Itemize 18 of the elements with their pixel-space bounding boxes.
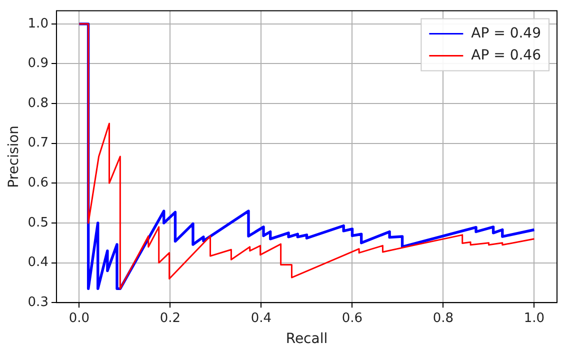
x-tick-label: 0.0 xyxy=(68,310,90,326)
x-axis-title: Recall xyxy=(286,331,328,348)
x-tick-label: 0.8 xyxy=(432,310,454,326)
x-tick-label: 0.2 xyxy=(160,310,181,326)
y-tick-label: 0.5 xyxy=(28,215,48,230)
y-tick-label: 0.7 xyxy=(28,136,48,151)
legend-label: AP = 0.49 xyxy=(471,25,542,42)
y-tick-label: 0.8 xyxy=(28,96,48,111)
y-tick-label: 0.6 xyxy=(28,176,48,191)
x-tick-label: 0.4 xyxy=(250,310,272,326)
x-tick-label: 0.6 xyxy=(342,310,363,326)
x-tick-label: 1.0 xyxy=(524,310,545,326)
legend-label: AP = 0.46 xyxy=(471,47,542,64)
y-axis-title: Precision xyxy=(6,125,22,188)
y-tick-label: 1.0 xyxy=(28,16,48,32)
y-tick-label: 0.9 xyxy=(28,56,48,72)
y-tick-label: 0.3 xyxy=(28,294,48,310)
y-tick-label: 0.4 xyxy=(28,255,48,270)
